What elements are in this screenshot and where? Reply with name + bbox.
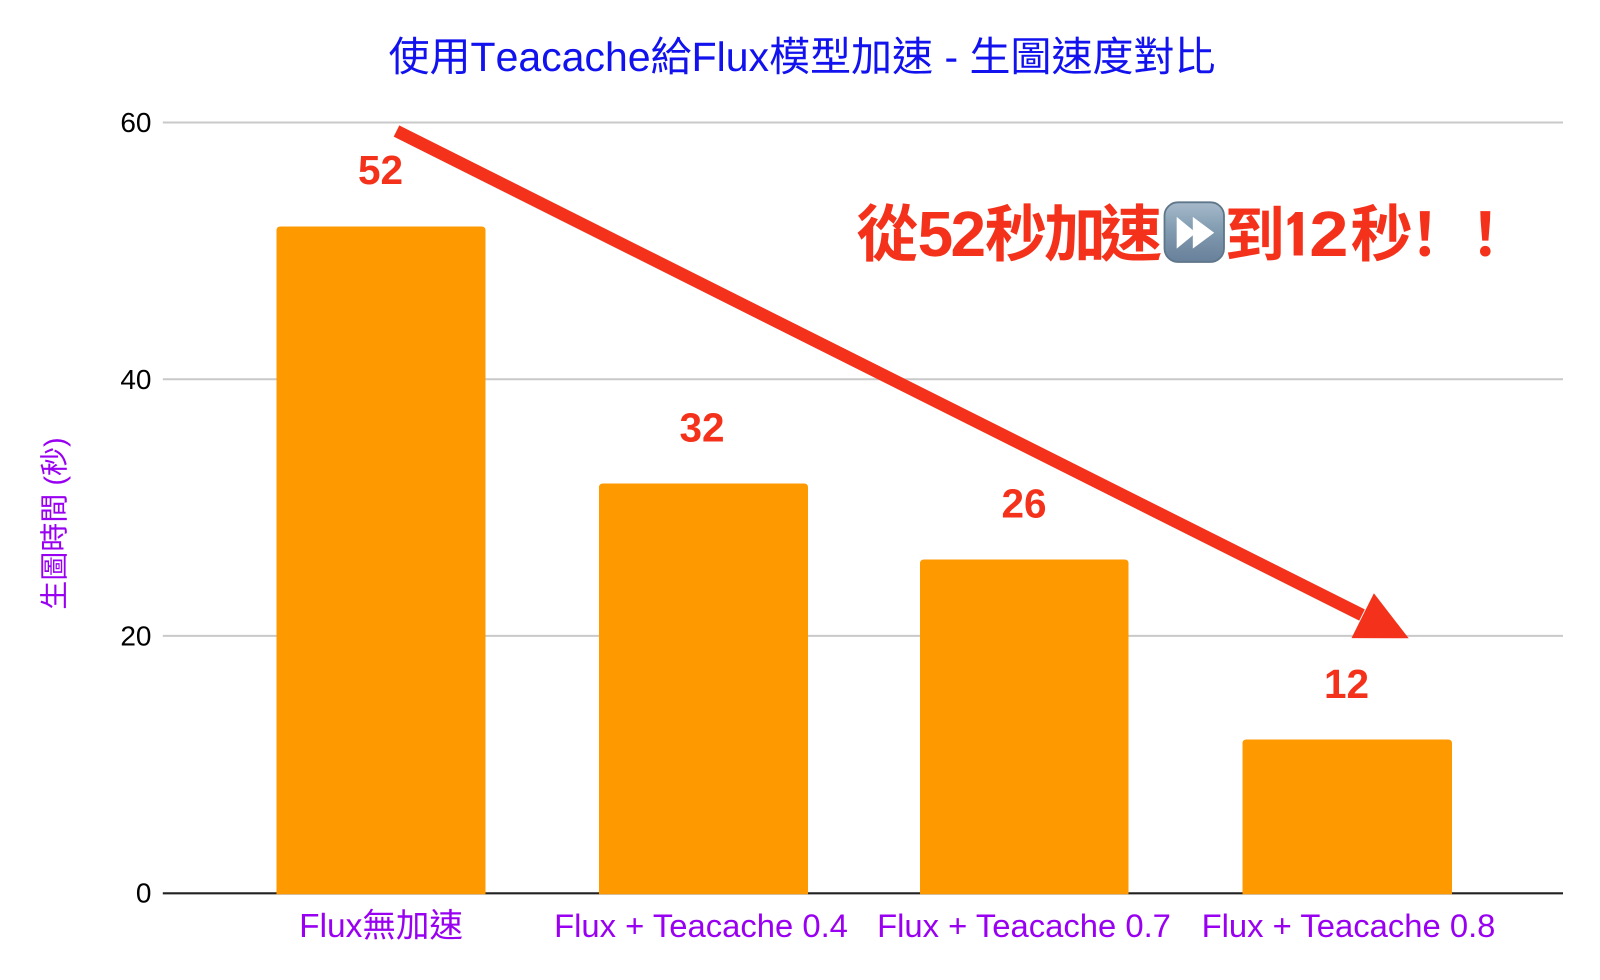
svg-text:26: 26: [1001, 481, 1046, 527]
svg-text:60: 60: [120, 107, 151, 138]
svg-text:12: 12: [1324, 661, 1369, 707]
svg-text:Flux + Teacache 0.8: Flux + Teacache 0.8: [1202, 907, 1496, 944]
svg-text:52: 52: [358, 147, 403, 193]
svg-text:0: 0: [136, 877, 152, 908]
svg-text:32: 32: [679, 405, 724, 451]
svg-text:40: 40: [120, 364, 151, 395]
svg-text:20: 20: [120, 621, 151, 652]
svg-text:Flux + Teacache 0.7: Flux + Teacache 0.7: [877, 907, 1171, 944]
svg-text:Flux + Teacache 0.4: Flux + Teacache 0.4: [554, 907, 848, 944]
